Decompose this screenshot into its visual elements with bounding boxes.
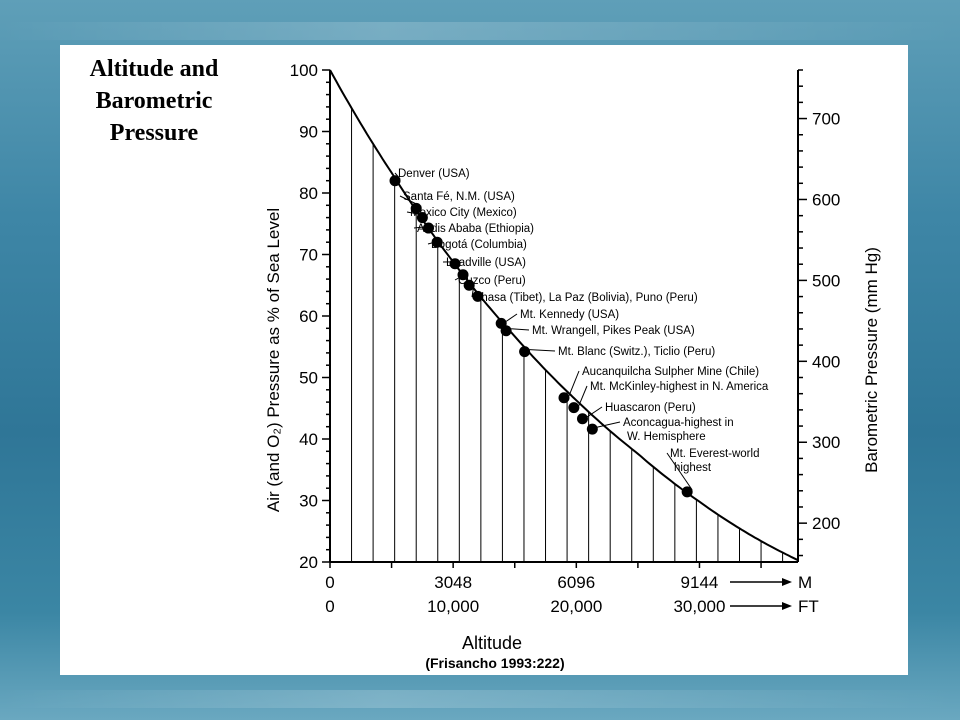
data-point	[449, 258, 461, 270]
y-axis-left-label: Air (and O₂) Pressure as % of Sea Level	[264, 208, 283, 512]
data-point-leader	[505, 313, 518, 322]
data-point	[431, 236, 443, 248]
data-point-leader	[511, 328, 530, 331]
data-point	[568, 402, 580, 414]
data-point-label: Huascaron (Peru)	[605, 402, 696, 414]
pressure-curve	[329, 69, 799, 562]
y-left-tick-label: 60	[299, 307, 318, 326]
data-point	[472, 290, 484, 302]
data-point	[500, 325, 512, 337]
data-point-leader	[427, 239, 443, 245]
data-point-label: Addis Ababa (Ethiopia)	[417, 223, 534, 235]
data-point-leader	[529, 349, 556, 352]
source-note: (Frisancho 1993:222)	[425, 655, 564, 671]
data-point-label: Mexico City (Mexico)	[410, 207, 517, 219]
data-point-label: Mt. Kennedy (USA)	[520, 309, 619, 321]
y-left-tick-label: 50	[299, 369, 318, 388]
y-right-tick-label: 300	[812, 433, 840, 452]
data-point-label: Mt. Everest-world	[670, 448, 759, 460]
data-point-leader	[454, 272, 469, 281]
x-ft-tick-label: 0	[325, 597, 334, 616]
data-point-leader	[578, 385, 588, 406]
data-point	[463, 279, 475, 291]
altitude-pressure-chart: 20 30 40 50 60 70 80 90 100 200 300 400 500 600 700 0 30…	[264, 61, 881, 671]
slide-title: Altitude and Barometric Pressure	[89, 56, 219, 146]
data-point-leader	[394, 172, 401, 180]
y-left-tick-label: 20	[299, 553, 318, 572]
data-point-label: Lhasa (Tibet), La Paz (Bolivia), Puno (P…	[475, 292, 698, 304]
data-point	[576, 413, 588, 425]
data-point-leader	[471, 283, 475, 298]
unit-m-label: M	[798, 573, 812, 592]
x-ft-tick-label: 20,000	[550, 597, 602, 616]
data-point	[519, 346, 531, 358]
data-point	[558, 392, 570, 404]
y-right-tick-label: 600	[812, 190, 840, 209]
unit-arrow-head	[782, 602, 792, 610]
data-point	[586, 423, 598, 435]
unit-ft-label: FT	[798, 597, 819, 616]
axes: 20 30 40 50 60 70 80 90 100 200 300 400 500 600 700 0 30…	[290, 61, 841, 616]
data-point-leader	[597, 421, 621, 428]
vertical-bars	[351, 108, 784, 562]
data-point-leader	[406, 211, 428, 217]
data-point	[423, 222, 435, 234]
data-point-leader	[568, 370, 580, 396]
y-left-tick-label: 40	[299, 430, 318, 449]
x-ft-tick-label: 10,000	[427, 597, 479, 616]
y-right-tick-label: 200	[812, 514, 840, 533]
data-point-label: Leadville (USA)	[446, 257, 526, 269]
data-point-leader	[399, 195, 422, 207]
data-point-label: Mt. McKinley-highest in N. America	[590, 381, 769, 393]
axis-labels: Air (and O₂) Pressure as % of Sea Level …	[264, 208, 881, 671]
y-right-tick-label: 700	[812, 110, 840, 129]
data-point-label: Mt. Wrangell, Pikes Peak (USA)	[532, 325, 695, 337]
slide-panel: Altitude and Barometric Pressure 20 30 40 5…	[60, 45, 908, 675]
y-left-tick-label: 90	[299, 123, 318, 142]
data-point-leader	[413, 225, 434, 229]
data-point-label: Aucanquilcha Sulpher Mine (Chile)	[582, 366, 759, 378]
y-axis-right-label: Barometric Pressure (mm Hg)	[862, 247, 881, 473]
data-point-label: Denver (USA)	[398, 168, 470, 180]
unit-arrow-head	[782, 578, 792, 586]
x-ft-tick-label: 30,000	[673, 597, 725, 616]
y-left-tick-label: 80	[299, 184, 318, 203]
data-point-leader	[587, 406, 603, 418]
data-point-label: Santa Fé, N.M. (USA)	[403, 191, 515, 203]
data-point-label: W. Hemisphere	[627, 431, 706, 443]
data-point-label: Aconcagua-highest in	[623, 417, 734, 429]
data-point	[681, 486, 693, 498]
x-axis-label: Altitude	[462, 633, 522, 653]
data-point-label: Bogotá (Columbia)	[431, 239, 527, 251]
data-point	[389, 175, 401, 187]
y-left-tick-label: 70	[299, 246, 318, 265]
y-right-tick-label: 400	[812, 352, 840, 371]
data-point-leader	[666, 452, 693, 491]
y-left-tick-label: 30	[299, 492, 318, 511]
data-point-label: Mt. Blanc (Switz.), Ticlio (Peru)	[558, 346, 715, 358]
data-point-label: Cuzco (Peru)	[458, 275, 526, 287]
x-m-tick-label: 3048	[434, 573, 472, 592]
x-m-tick-label: 6096	[557, 573, 595, 592]
y-right-tick-label: 500	[812, 271, 840, 290]
y-left-tick-label: 100	[290, 61, 318, 80]
x-m-tick-label: 9144	[681, 573, 719, 592]
data-points: Denver (USA) Santa Fé, N.M. (USA) Mexico C…	[389, 168, 769, 498]
x-m-tick-label: 0	[325, 573, 334, 592]
data-point-label: highest	[674, 462, 712, 474]
